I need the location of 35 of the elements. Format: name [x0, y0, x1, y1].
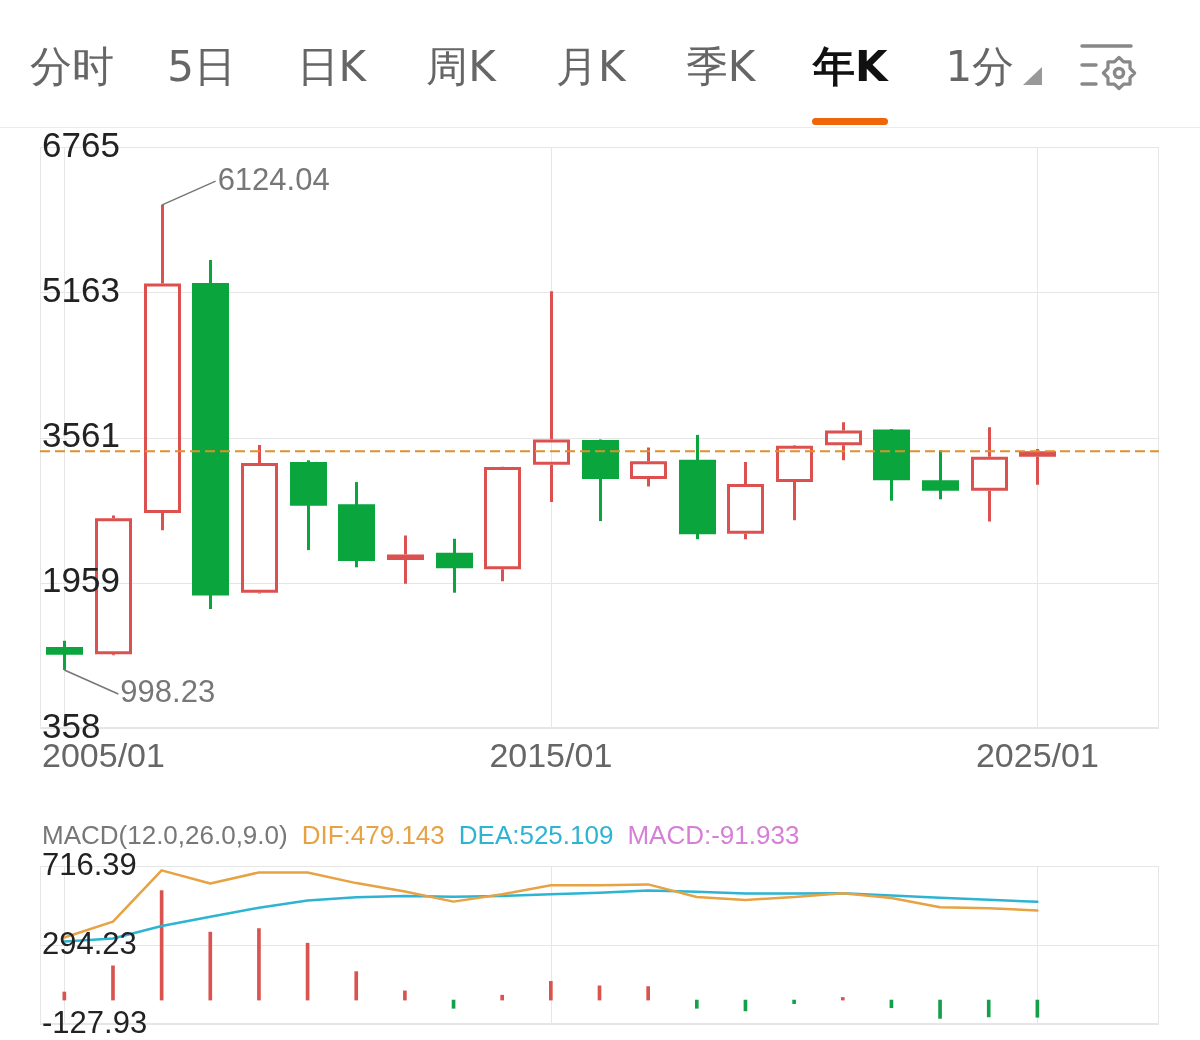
annotation: 998.23: [120, 674, 216, 710]
text: MACD:-91.933: [627, 820, 800, 850]
bar: [646, 986, 650, 1001]
bar: [111, 965, 115, 1001]
text: 5日: [167, 42, 237, 91]
text: 日K: [296, 42, 367, 91]
bar: [549, 981, 553, 1001]
y-tick-label: 3561: [42, 415, 120, 455]
text: 分时: [30, 42, 114, 91]
bar: [840, 997, 845, 1001]
text: 年K: [812, 42, 888, 91]
x-tick-label: 2025/01: [975, 736, 1099, 775]
series-label: DEA:525.109: [458, 820, 614, 850]
text: 季K: [685, 42, 756, 91]
text: 周K: [426, 42, 496, 91]
y-tick-label: 358: [42, 705, 101, 745]
text: 月K: [556, 42, 626, 91]
x-tick-label: 2015/01: [489, 736, 613, 775]
annotation: 6124.04: [217, 161, 330, 197]
bar: [986, 999, 991, 1018]
chart-title: MACD(12.0,26.0,9.0): [42, 820, 288, 850]
bar: [694, 999, 699, 1009]
bar: [354, 971, 359, 1001]
bar: [938, 999, 942, 1019]
y-tick-label: 5163: [42, 269, 120, 309]
bar: [403, 990, 407, 1001]
bar: [62, 991, 67, 1001]
bar: [257, 928, 261, 1001]
bar: [792, 999, 796, 1004]
bar: [500, 994, 505, 1001]
y-tick-label: 6765: [42, 124, 120, 164]
bar: [208, 931, 213, 1001]
series-label: DIF:479.143: [301, 820, 445, 850]
text: 1分: [945, 42, 1015, 91]
y-tick-label: -127.93: [42, 1004, 148, 1040]
